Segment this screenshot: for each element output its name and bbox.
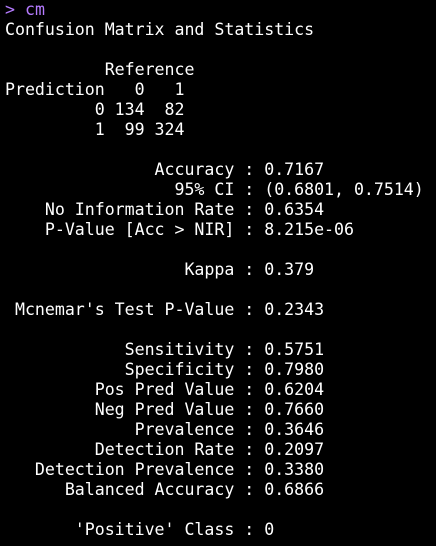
- output-line: Kappa : 0.379: [5, 260, 315, 279]
- output-line: Pos Pred Value : 0.6204: [5, 380, 325, 399]
- output-line: [5, 40, 436, 60]
- output-line: Sensitivity : 0.5751: [5, 340, 325, 359]
- output-line: [5, 280, 436, 300]
- output-line: Neg Pred Value : 0.7660: [5, 400, 325, 419]
- output-line: No Information Rate : 0.6354: [5, 200, 325, 219]
- output-line: Detection Prevalence : 0.3380: [5, 460, 325, 479]
- output-line: [5, 240, 436, 260]
- output-line: Prevalence : 0.3646: [5, 420, 325, 439]
- output-line: [5, 320, 436, 340]
- output-line: Confusion Matrix and Statistics: [5, 20, 315, 39]
- command-text: cm: [24, 0, 45, 19]
- output-line: P-Value [Acc > NIR] : 8.215e-06: [5, 220, 354, 239]
- output-line: [5, 500, 436, 520]
- output-line: 95% CI : (0.6801, 0.7514): [5, 180, 424, 199]
- output-line: Specificity : 0.7980: [5, 360, 325, 379]
- output-line: Prediction 0 1: [5, 80, 185, 99]
- output-line: Reference: [5, 60, 195, 79]
- output-line: Accuracy : 0.7167: [5, 160, 325, 179]
- output-line: Detection Rate : 0.2097: [5, 440, 325, 459]
- command-line: > cm: [5, 0, 436, 20]
- output-line: 'Positive' Class : 0: [5, 520, 275, 539]
- output-line: Mcnemar's Test P-Value : 0.2343: [5, 300, 325, 319]
- output-line: 0 134 82: [5, 100, 185, 119]
- prompt-symbol: >: [5, 0, 15, 19]
- output-line: Balanced Accuracy : 0.6866: [5, 480, 325, 499]
- console-output: Confusion Matrix and Statistics Referenc…: [5, 20, 436, 540]
- output-line: 1 99 324: [5, 120, 185, 139]
- output-line: [5, 140, 436, 160]
